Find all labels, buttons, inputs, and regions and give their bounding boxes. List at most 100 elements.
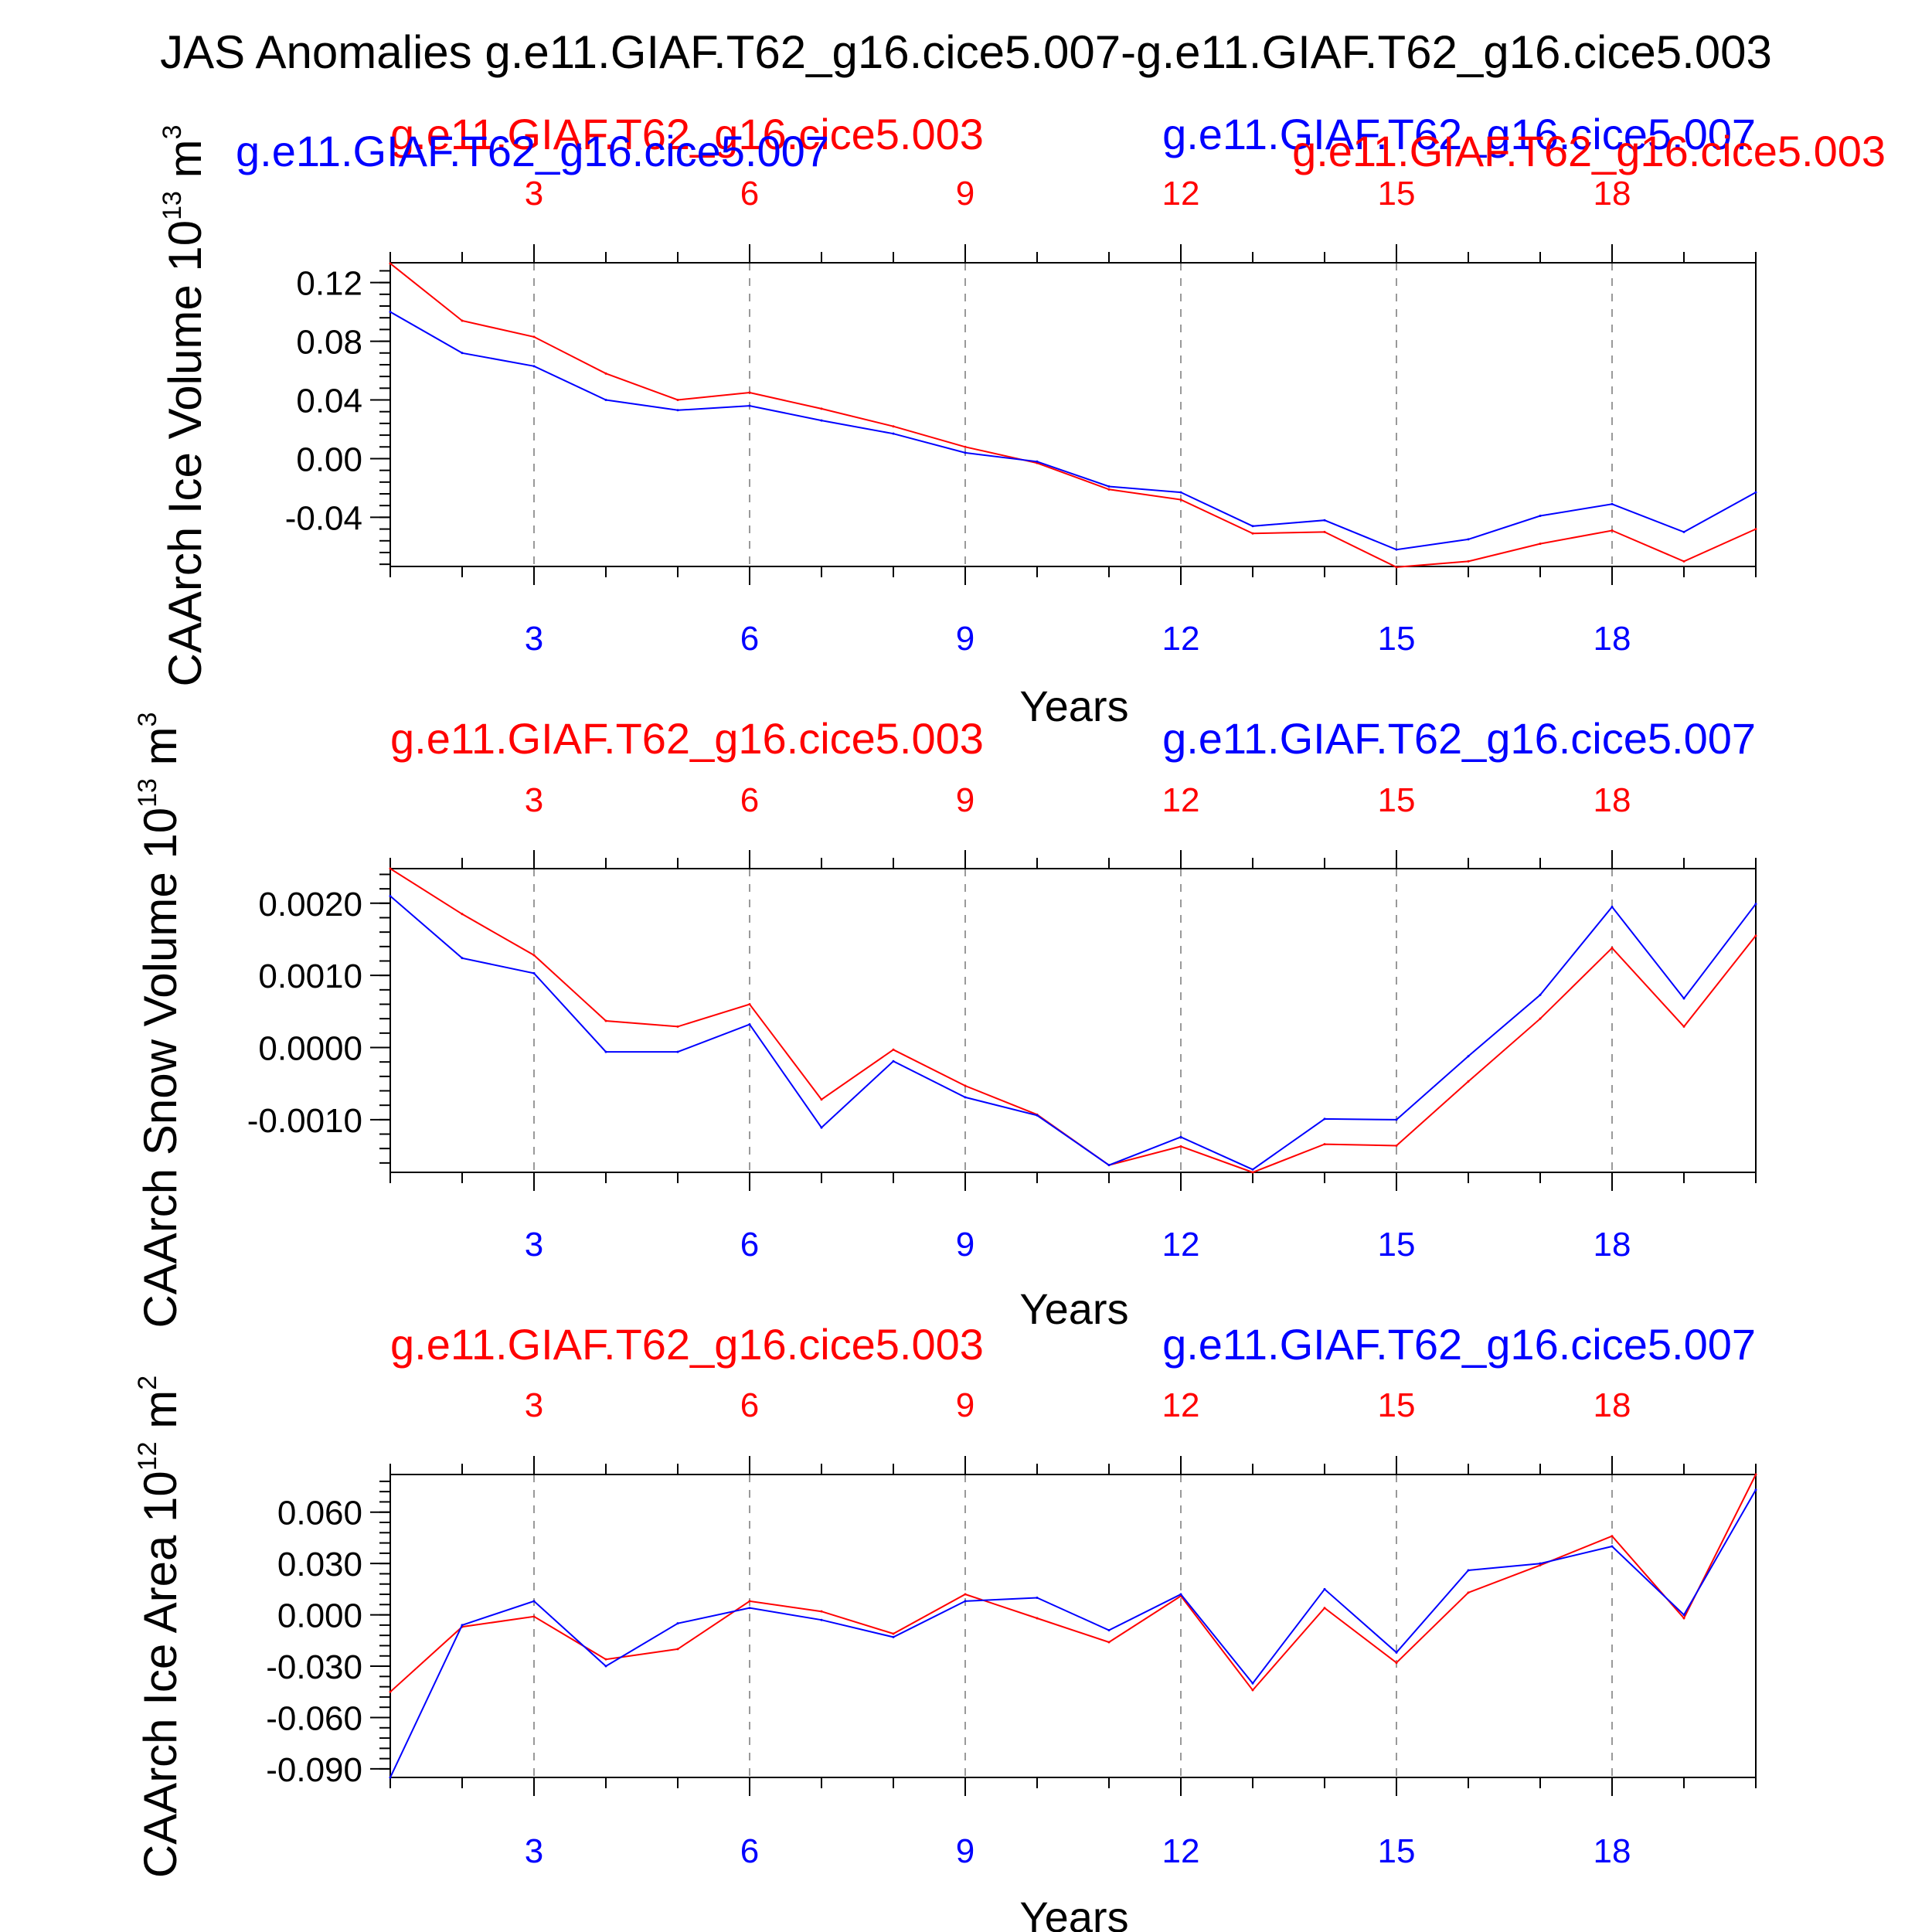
x-axis-title: Years xyxy=(1019,1284,1128,1333)
data-point-red xyxy=(1611,529,1614,532)
data-point-red xyxy=(604,1658,607,1661)
data-point-red xyxy=(1395,1662,1398,1665)
x-tick-label-top: 18 xyxy=(1594,781,1631,819)
x-tick-label-bottom: 15 xyxy=(1378,620,1416,658)
data-point-red xyxy=(1467,1080,1470,1083)
data-point-red xyxy=(1395,1144,1398,1147)
data-point-blue xyxy=(532,365,536,368)
data-point-blue xyxy=(461,1624,464,1627)
y-tick-label: 0.0010 xyxy=(258,957,362,995)
x-tick-label-top: 15 xyxy=(1378,1386,1416,1424)
data-point-red xyxy=(604,1019,607,1022)
data-point-red xyxy=(1323,1143,1326,1146)
x-tick-label-top: 9 xyxy=(956,781,975,819)
data-point-blue xyxy=(1467,1055,1470,1058)
data-point-blue xyxy=(389,311,392,314)
y-tick-label: 0.00 xyxy=(296,440,362,478)
data-point-blue xyxy=(1611,502,1614,505)
y-axis-title-main: CAArch Snow Volume 10 xyxy=(134,808,186,1328)
y-axis-title-unit-exponent: 3 xyxy=(133,712,162,726)
y-axis-title-main: CAArch Ice Volume 10 xyxy=(159,220,211,687)
data-point-blue xyxy=(1682,997,1685,1000)
data-point-blue xyxy=(820,419,823,422)
data-point-red xyxy=(1539,1017,1542,1020)
data-point-red xyxy=(389,262,392,265)
y-axis-title-unit: m xyxy=(134,1390,186,1442)
data-point-red xyxy=(1611,947,1614,950)
data-point-blue xyxy=(1107,485,1111,488)
data-point-red xyxy=(1539,543,1542,546)
data-point-blue xyxy=(1539,515,1542,517)
y-tick-label: -0.0010 xyxy=(247,1102,362,1140)
data-point-blue xyxy=(1036,1596,1039,1599)
x-tick-label-top: 3 xyxy=(525,175,543,213)
data-point-red xyxy=(1682,1025,1685,1028)
data-point-red xyxy=(1539,1563,1542,1566)
legend-blue: g.e11.GIAF.T62_g16.cice5.007 xyxy=(1162,1320,1756,1369)
data-point-blue xyxy=(820,1126,823,1129)
y-axis-title-unit: m xyxy=(159,139,211,191)
y-tick-label: 0.0000 xyxy=(258,1030,362,1068)
series-line-red xyxy=(389,868,1757,1174)
x-tick-label-bottom: 15 xyxy=(1378,1226,1416,1264)
data-point-red xyxy=(820,1098,823,1101)
y-axis-title-exponent: 13 xyxy=(133,778,162,808)
data-point-blue xyxy=(1539,993,1542,996)
x-tick-label-top: 6 xyxy=(740,781,759,819)
x-tick-label-bottom: 18 xyxy=(1594,1832,1631,1870)
x-tick-label-bottom: 15 xyxy=(1378,1832,1416,1870)
plot-frame xyxy=(389,868,1757,1173)
data-point-red xyxy=(1754,1473,1757,1476)
x-axis-title: Years xyxy=(1019,1893,1128,1932)
y-tick-label: -0.04 xyxy=(285,499,362,537)
data-point-red xyxy=(532,954,536,957)
data-point-red xyxy=(1251,1689,1254,1692)
x-tick-label-bottom: 9 xyxy=(956,1226,975,1264)
x-tick-label-bottom: 6 xyxy=(740,620,759,658)
x-tick-label-bottom: 12 xyxy=(1162,1226,1200,1264)
chart-panel-1: 0.12 0.08 0.04 0.00 -0.04 3 3 6 6 9 9 12 12 15 15 18 18 Y… xyxy=(158,110,1886,730)
y-tick-label: -0.030 xyxy=(266,1648,362,1686)
data-point-blue xyxy=(748,404,751,407)
data-point-blue xyxy=(1754,1488,1757,1492)
data-point-blue xyxy=(1467,1569,1470,1572)
data-point-blue xyxy=(964,451,967,454)
series-line-blue xyxy=(389,895,1757,1171)
x-tick-label-bottom: 6 xyxy=(740,1832,759,1870)
x-tick-label-top: 6 xyxy=(740,1386,759,1424)
data-point-red xyxy=(820,407,823,410)
data-point-blue xyxy=(748,1607,751,1610)
data-point-blue xyxy=(532,971,536,975)
data-point-blue xyxy=(461,957,464,960)
data-point-blue xyxy=(532,1600,536,1603)
x-tick-label-top: 9 xyxy=(956,1386,975,1424)
x-axis-title: Years xyxy=(1019,682,1128,730)
data-point-red xyxy=(532,335,536,338)
x-tick-label-top: 12 xyxy=(1162,1386,1200,1424)
data-point-red xyxy=(1179,498,1182,502)
data-point-red xyxy=(1682,1617,1685,1620)
x-tick-label-top: 9 xyxy=(956,175,975,213)
data-point-blue xyxy=(389,1776,392,1779)
data-point-blue xyxy=(1395,1118,1398,1121)
data-point-blue xyxy=(1539,1562,1542,1565)
y-axis-title-unit: m xyxy=(134,726,186,778)
data-point-red xyxy=(820,1610,823,1613)
x-tick-label-top: 12 xyxy=(1162,175,1200,213)
x-tick-label-bottom: 12 xyxy=(1162,1832,1200,1870)
data-point-red xyxy=(1754,934,1757,937)
y-axis-title: CAArch Ice Volume 1013 m3 xyxy=(158,124,211,686)
data-point-blue xyxy=(389,894,392,897)
data-point-blue xyxy=(964,1600,967,1603)
data-point-blue xyxy=(1323,1117,1326,1121)
data-point-red xyxy=(1036,1617,1039,1620)
data-point-blue xyxy=(1107,1629,1111,1632)
series-line-blue xyxy=(389,311,1757,551)
data-point-blue xyxy=(892,432,895,435)
chart-panel-2: 0.0020 0.0010 0.0000 -0.0010 3 3 6 6 9 9 12 12 15 15 1… xyxy=(133,712,1757,1333)
data-point-red xyxy=(1179,1145,1182,1148)
data-point-blue xyxy=(1611,905,1614,908)
data-point-red xyxy=(748,1600,751,1603)
data-point-red xyxy=(1323,1607,1326,1610)
